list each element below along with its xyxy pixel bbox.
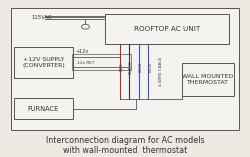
Text: with wall-mounted  thermostat: with wall-mounted thermostat [63, 146, 187, 155]
Text: WALL MOUNTED
THERMOSTAT: WALL MOUNTED THERMOSTAT [182, 74, 234, 85]
Text: BLUE: BLUE [138, 62, 142, 72]
Text: +12V SUPPLY
(CONVERTER): +12V SUPPLY (CONVERTER) [22, 57, 65, 68]
Text: FURNACE: FURNACE [28, 106, 59, 112]
Bar [105, 14, 229, 44]
Bar [11, 8, 239, 130]
Text: 115VAC: 115VAC [31, 15, 52, 20]
Text: -12v RET: -12v RET [76, 61, 94, 65]
Bar [182, 63, 234, 96]
Text: ROOFTOP AC UNIT: ROOFTOP AC UNIT [134, 26, 200, 32]
Text: +12v: +12v [76, 49, 89, 54]
Text: BLUE: BLUE [148, 62, 152, 72]
Text: RED: RED [120, 63, 124, 71]
Text: 4-WIRE CABLE: 4-WIRE CABLE [159, 57, 163, 86]
Bar [14, 98, 73, 119]
Bar [14, 47, 73, 78]
Text: Interconnection diagram for AC models: Interconnection diagram for AC models [46, 136, 204, 145]
Text: BLACK: BLACK [128, 60, 132, 74]
Bar [72, 54, 131, 70]
